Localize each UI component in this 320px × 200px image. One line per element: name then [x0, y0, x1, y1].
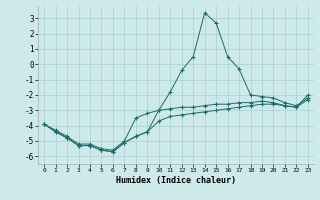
- X-axis label: Humidex (Indice chaleur): Humidex (Indice chaleur): [116, 176, 236, 185]
